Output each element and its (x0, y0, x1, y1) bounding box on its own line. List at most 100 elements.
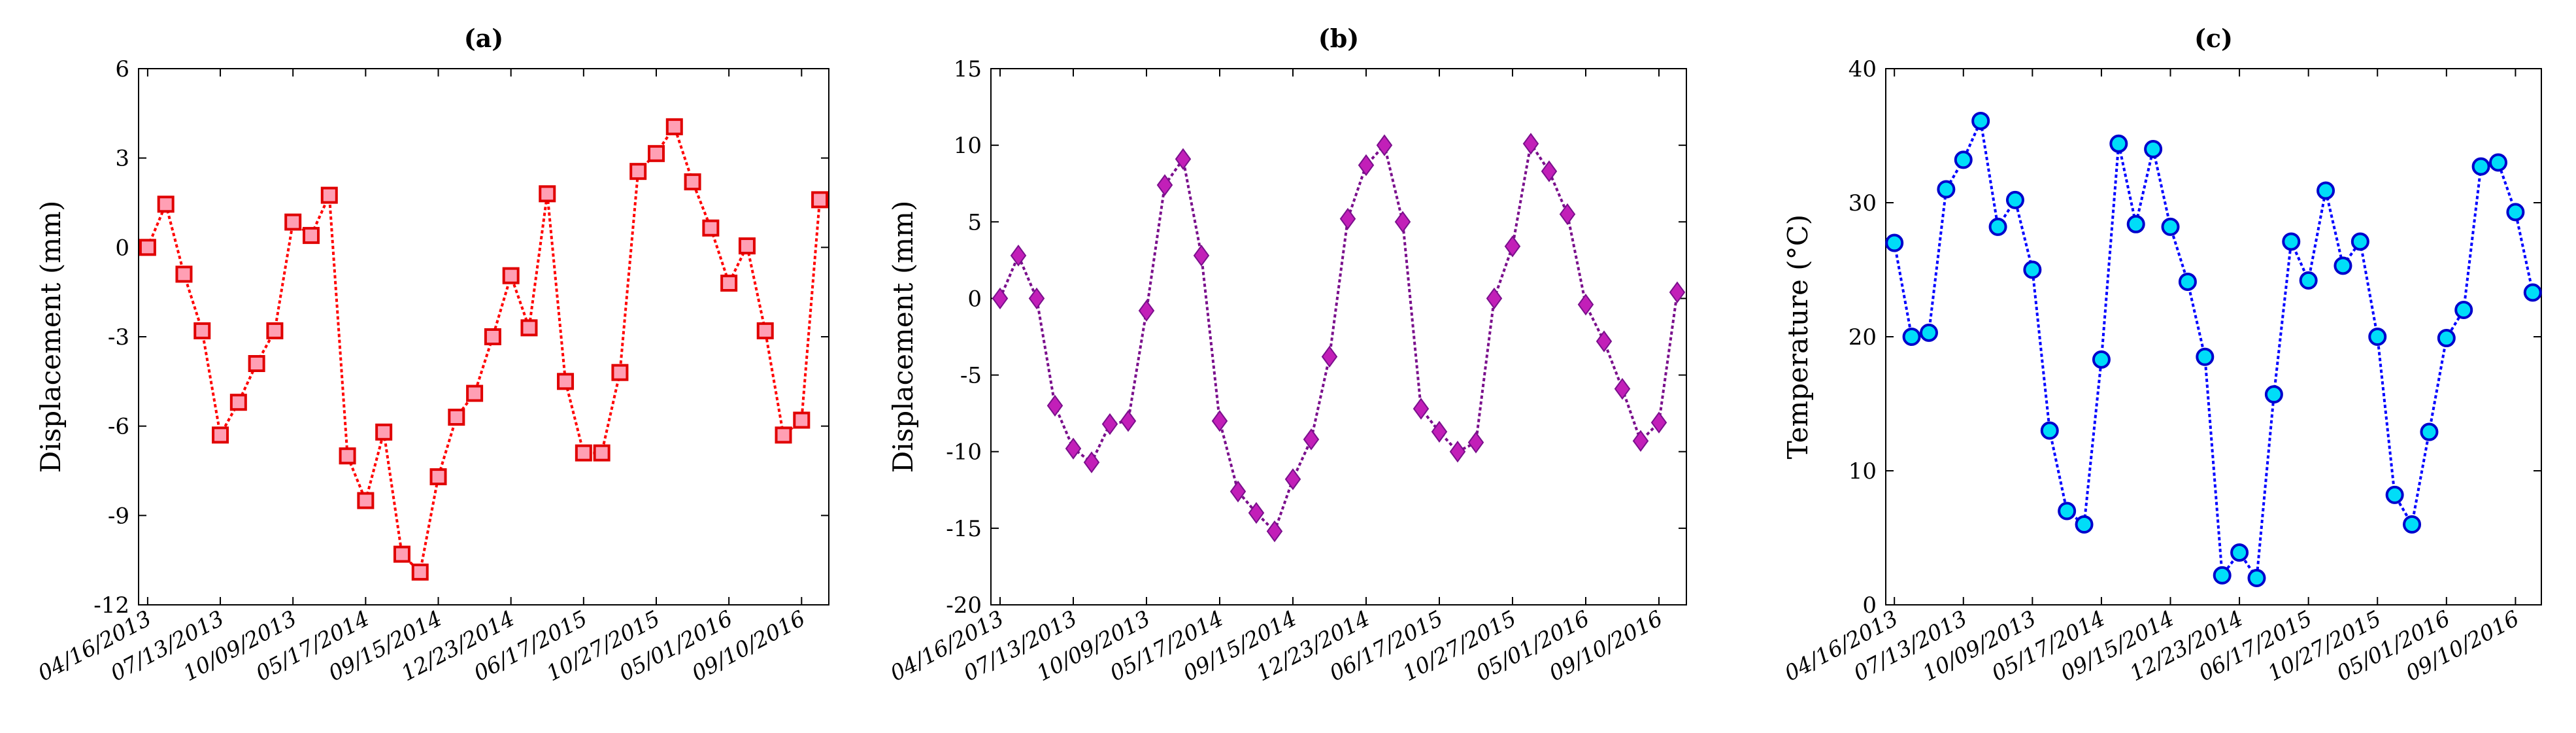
data-point (648, 145, 665, 162)
chart-panel-a: (a)Displacement (mm)-12-9-6-303604/16/20… (33, 24, 829, 686)
data-point (1266, 520, 1283, 543)
y-axis-label: Temperature (°C) (1782, 214, 1814, 459)
data-point (720, 275, 738, 292)
data-point (502, 267, 520, 284)
data-point (2213, 566, 2232, 585)
data-point (229, 394, 247, 411)
data-point (248, 355, 265, 372)
data-point (157, 196, 175, 213)
data-point (1669, 281, 1686, 303)
data-point (1522, 133, 1539, 155)
data-point (1339, 207, 1356, 230)
data-point (1971, 111, 1990, 130)
data-point (1902, 328, 1921, 346)
data-point (738, 237, 756, 255)
data-point (557, 373, 575, 390)
data-point (593, 444, 611, 462)
data-point (2385, 485, 2404, 504)
data-point (539, 185, 556, 203)
y-tick-label: 30 (1848, 190, 1877, 216)
data-point (2092, 350, 2111, 369)
data-point (466, 384, 484, 402)
data-point (1175, 148, 1192, 170)
data-point (1885, 233, 1904, 252)
data-point (1431, 420, 1448, 443)
data-point (2471, 157, 2490, 176)
data-point (1919, 323, 1938, 342)
data-point (1376, 134, 1393, 156)
data-point (139, 239, 156, 256)
data-point (1614, 377, 1631, 400)
chart-title: (b) (1318, 24, 1360, 53)
y-tick-label: 5 (967, 209, 982, 235)
data-point (2420, 422, 2439, 441)
data-point (575, 444, 592, 462)
data-point (2230, 543, 2249, 562)
y-tick-label: 3 (115, 146, 129, 172)
data-point (2178, 272, 2197, 291)
data-point (1541, 160, 1558, 182)
data-point (1010, 245, 1027, 267)
data-point (484, 328, 501, 345)
data-point (2126, 214, 2145, 233)
data-point (411, 563, 429, 581)
data-point (775, 426, 792, 444)
data-point (1284, 468, 1301, 490)
data-point (1988, 217, 2007, 236)
data-point (1486, 287, 1503, 310)
data-point (212, 426, 229, 444)
y-tick-label: -5 (960, 363, 982, 389)
data-point (1559, 203, 1576, 226)
data-point (1413, 398, 1430, 420)
data-point (1120, 410, 1137, 432)
data-point (1101, 413, 1118, 435)
y-tick-label: 40 (1848, 56, 1877, 82)
data-point (665, 118, 683, 135)
y-tick-label: -3 (108, 324, 129, 350)
data-point (193, 322, 211, 339)
y-tick-label: 0 (115, 235, 129, 261)
data-point (2489, 153, 2508, 172)
data-point (1193, 245, 1210, 267)
y-tick-label: 0 (1862, 592, 1877, 619)
plot-frame (990, 68, 1687, 605)
y-axis-label: Displacement (mm) (887, 201, 919, 473)
data-point (702, 219, 720, 237)
y-tick-label: -20 (946, 592, 982, 619)
data-point (629, 163, 647, 180)
y-tick-label: 15 (954, 56, 982, 82)
y-tick-label: 10 (954, 133, 982, 159)
data-point (684, 173, 701, 191)
y-tick-label: -12 (93, 592, 129, 619)
data-point (2368, 328, 2387, 346)
y-tick-label: -15 (946, 516, 982, 542)
chart-title: (c) (2194, 24, 2233, 53)
data-point (339, 447, 356, 465)
data-point (1467, 431, 1484, 454)
data-point (1211, 410, 1228, 432)
data-point (2247, 569, 2266, 587)
data-point (1303, 428, 1320, 451)
y-tick-label: 6 (115, 56, 129, 82)
data-point (266, 322, 284, 339)
data-point (793, 411, 811, 429)
data-point (2005, 190, 2024, 209)
data-point (2075, 515, 2094, 534)
data-point (1394, 211, 1411, 233)
data-point (811, 191, 829, 209)
chart-title: (a) (464, 24, 504, 53)
data-point (2040, 421, 2059, 440)
data-point (429, 468, 447, 486)
data-point (2454, 301, 2473, 319)
data-point (2506, 203, 2525, 222)
data-point (1449, 441, 1466, 463)
data-point (611, 364, 629, 381)
data-point (175, 265, 193, 283)
data-point (1577, 294, 1594, 316)
data-point (320, 186, 338, 204)
y-tick-label: 10 (1848, 458, 1877, 485)
data-point (2161, 217, 2180, 236)
chart-panel-b: (b)Displacement (mm)-20-15-10-505101504/… (886, 24, 1687, 686)
data-point (1937, 180, 1956, 199)
data-point (992, 287, 1009, 310)
